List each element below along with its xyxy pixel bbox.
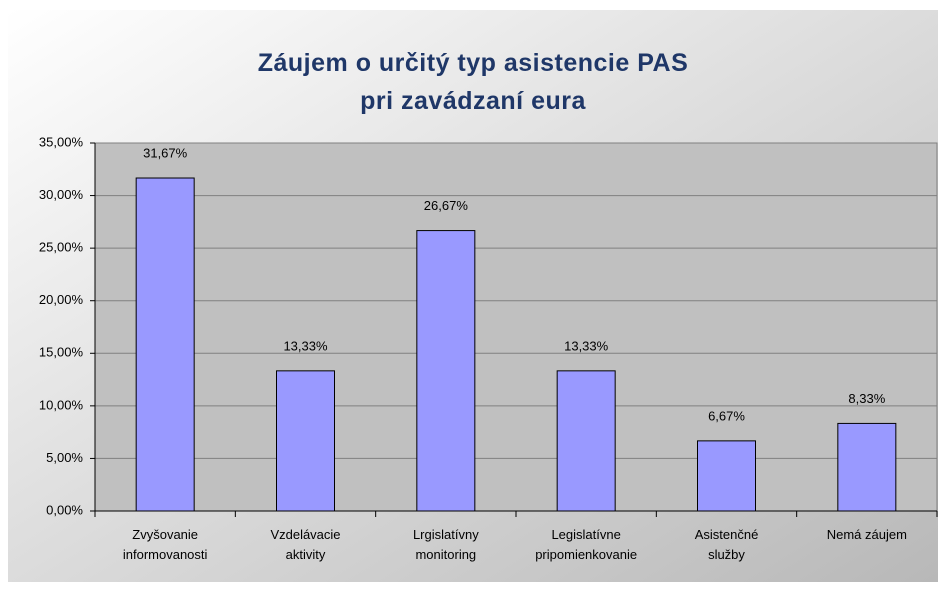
chart-title: Záujem o určitý typ asistencie PAS pri z… bbox=[257, 49, 689, 115]
value-label: 13,33% bbox=[564, 338, 609, 353]
x-tick-label: Nemá záujem bbox=[826, 527, 907, 542]
plot-area bbox=[94, 142, 938, 512]
y-tick-label: 0,00% bbox=[46, 502, 83, 517]
y-tick-label: 5,00% bbox=[46, 450, 83, 465]
y-tick-label: 20,00% bbox=[39, 292, 84, 307]
value-label: 26,67% bbox=[424, 198, 469, 213]
y-tick-label: 10,00% bbox=[39, 397, 84, 412]
x-tick-label: Vzdelávacie aktivity bbox=[270, 527, 341, 562]
value-label: 8,33% bbox=[848, 391, 885, 406]
x-tick-label: Zvyšovanie informovanosti bbox=[122, 527, 208, 562]
bar bbox=[556, 370, 616, 512]
x-tick-label: Legislatívne pripomienkovanie bbox=[535, 527, 638, 562]
x-tick-label: Lrgislatívny monitoring bbox=[412, 527, 479, 562]
bar bbox=[135, 177, 195, 512]
bar bbox=[837, 422, 897, 512]
x-tick-label: Asistenčné služby bbox=[694, 527, 759, 562]
value-label: 31,67% bbox=[143, 145, 188, 160]
bar bbox=[276, 370, 335, 512]
bar bbox=[416, 230, 476, 512]
y-tick-label: 25,00% bbox=[39, 240, 84, 255]
value-label: 13,33% bbox=[283, 338, 328, 353]
y-tick-label: 30,00% bbox=[39, 187, 84, 202]
y-tick-label: 35,00% bbox=[39, 134, 84, 149]
value-label: 6,67% bbox=[708, 408, 745, 423]
y-tick-label: 15,00% bbox=[39, 345, 84, 360]
bar bbox=[697, 440, 756, 512]
